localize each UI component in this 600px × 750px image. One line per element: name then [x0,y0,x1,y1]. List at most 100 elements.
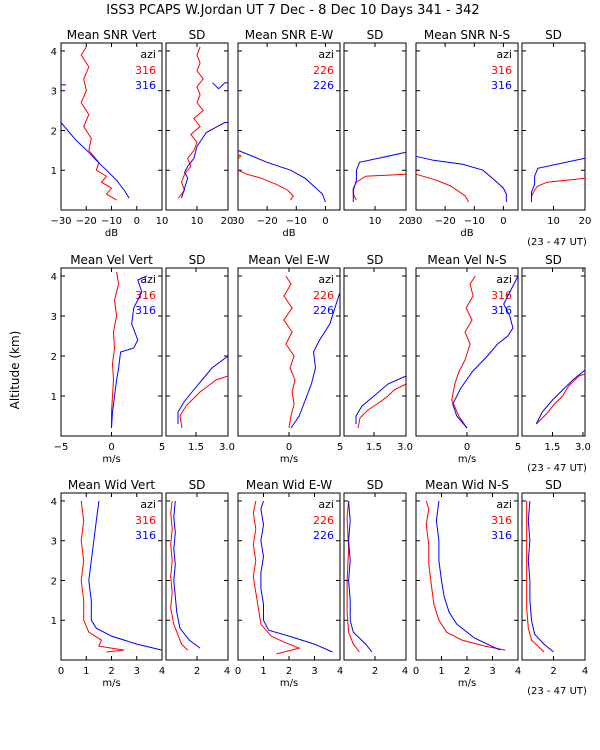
y-tick-label: 2 [51,126,57,137]
panel-1-5: SD 1.5 3.0 [521,253,591,453]
panel-title: SD [367,478,384,492]
x-tick-label: 20 [399,216,412,227]
legend-entry-blue: 226 [313,529,334,542]
series-line-blue [535,369,586,425]
panel-1-4: Mean Vel N-S 0 5 m/s azi 316 316 [415,253,521,465]
x-tick-label: 20 [221,216,234,227]
series-line-red [80,46,117,201]
panel-title: Mean SNR E-W [245,28,334,42]
x-tick-label: 3.0 [219,442,235,453]
x-tick-label: 3.0 [575,442,591,453]
series-line-blue [352,151,407,202]
x-tick-label: 1 [438,666,444,677]
x-tick-label: 4 [402,666,408,677]
panel-title: Mean Vel N-S [427,253,506,267]
legend-entry-red: 316 [491,514,512,527]
x-tick-label: 0 [464,442,470,453]
legend-title: azi [496,498,512,511]
series-line-red [531,177,586,202]
x-tick-label: 4 [224,666,230,677]
legend-entry-blue: 226 [313,79,334,92]
x-tick-label: 2 [550,666,556,677]
panel-2-2: Mean Wid E-W 0 1 2 3 4 m/s azi 226 226 [235,478,343,689]
x-tick-label: 4 [159,666,165,677]
panel-2-0: Mean Wid Vert 1 2 3 4 0 1 2 3 4 m/s azi 316 316 [51,478,166,689]
legend-entry-blue: 316 [135,529,156,542]
x-tick-label: 5 [515,442,521,453]
panel-0-0: Mean SNR Vert 1 2 3 4 −30 −20 −10 0 10 dB azi 316 316 [50,28,168,239]
panel-2-3: SD 2 4 [343,478,408,677]
series-line-red [425,500,506,651]
series-line-blue [212,82,228,90]
panel-frame [521,267,586,437]
panel-frame [521,42,586,211]
x-tick-label: 2 [286,666,292,677]
legend-entry-red: 226 [313,289,334,302]
series-line-red [111,271,120,428]
y-tick-label: 3 [51,312,57,323]
panel-title: SD [545,478,562,492]
series-line-red [352,173,407,201]
legend-title: azi [140,48,156,61]
series-line-blue [435,500,501,651]
time-note-row1: (23 - 47 UT) [527,237,587,248]
panel-title: Mean Wid N-S [425,478,509,492]
figure-title: ISS3 PCAPS W.Jordan UT 7 Dec - 8 Dec 10 … [106,3,479,18]
panel-title: SD [367,28,384,42]
series-line-blue [173,500,201,649]
panel-frame [237,42,341,211]
series-line-red [283,275,296,429]
x-tick-label: 3 [311,666,317,677]
series-line-blue [237,149,326,203]
series-line-red [451,275,476,429]
x-tick-label: 10 [191,216,204,227]
legend-entry-blue: 226 [313,304,334,317]
x-tick-label: 0 [322,216,328,227]
legend-title: azi [318,48,334,61]
panel-frame [165,492,229,661]
series-line-blue [355,375,407,424]
legend-entry-red: 316 [491,64,512,77]
x-tick-label: −20 [76,216,97,227]
legend-title: azi [318,498,334,511]
panel-frame [165,42,229,211]
panel-2-1: SD 2 4 [165,478,230,677]
x-tick-label: 3.0 [397,442,413,453]
legend-entry-red: 316 [135,514,156,527]
x-tick-label: 2 [464,666,470,677]
legend-title: azi [496,273,512,286]
y-tick-label: 4 [51,497,57,508]
x-tick-label: 2 [108,666,114,677]
panel-0-2: Mean SNR E-W 30 −20 −10 0 dB azi 226 226 [232,28,341,239]
panel-title: Mean Wid Vert [68,478,155,492]
legend-entry-red: 316 [135,289,156,302]
series-line-red [535,373,586,425]
legend-entry-red: 316 [491,289,512,302]
panel-0-5: SD 10 20 [521,28,591,227]
x-tick-label: 4 [515,666,521,677]
x-tick-label: 5 [159,442,165,453]
legend-title: azi [140,498,156,511]
y-tick-label: 2 [51,352,57,363]
series-line-blue [348,500,373,653]
series-line-red [357,383,407,429]
series-line-blue [452,275,519,429]
series-line-blue [290,291,341,429]
panel-frame [343,42,407,211]
x-tick-label: 1 [260,666,266,677]
panel-title: SD [545,28,562,42]
legend-entry-blue: 316 [135,79,156,92]
series-line-red [346,500,360,653]
x-axis-label: m/s [458,454,476,465]
legend-title: azi [318,273,334,286]
series-line-red [526,501,545,653]
series-line-red [170,500,189,651]
series-line-blue [415,155,507,202]
panel-frame [415,42,519,211]
altitude-axis-label: Altitude (km) [8,331,22,410]
x-axis-label: m/s [102,454,120,465]
x-tick-label: 0 [286,442,292,453]
panel-title: Mean SNR N-S [424,28,510,42]
series-line-blue [181,122,228,199]
y-tick-label: 4 [51,47,57,58]
